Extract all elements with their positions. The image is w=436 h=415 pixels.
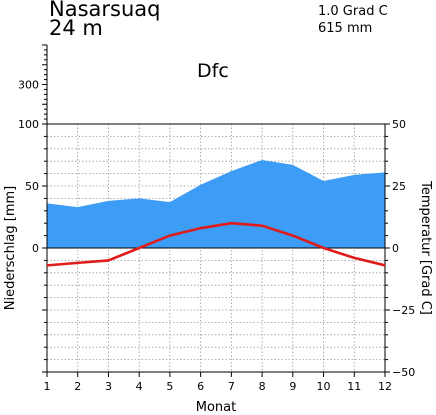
x-tick-label: 10: [317, 380, 331, 393]
mean-temperature: 1.0 Grad C: [318, 4, 388, 19]
x-tick-label: 3: [105, 380, 112, 393]
upper-tick-label: 300: [18, 79, 39, 92]
left-axis-title: Niederschlag [mm]: [3, 186, 18, 311]
x-tick-label: 1: [44, 380, 51, 393]
precipitation-area: [47, 159, 385, 248]
right-tick-label: −25: [392, 304, 415, 317]
left-tick-label: 50: [25, 180, 39, 193]
right-tick-label: 0: [392, 242, 399, 255]
right-tick-label: −50: [392, 366, 415, 379]
x-tick-label: 8: [259, 380, 266, 393]
station-name: Nasarsuaq: [49, 0, 161, 21]
right-tick-label: 50: [392, 118, 406, 131]
x-tick-label: 7: [228, 380, 235, 393]
x-tick-label: 2: [74, 380, 81, 393]
station-elevation: 24 m: [49, 16, 103, 40]
right-tick-label: 25: [392, 180, 406, 193]
right-axis-title: Temperatur [Grad C]: [418, 180, 433, 315]
x-tick-label: 5: [166, 380, 173, 393]
x-tick-label: 9: [289, 380, 296, 393]
left-tick-label: 100: [18, 118, 39, 131]
annual-precipitation: 615 mm: [318, 21, 373, 36]
left-tick-label: 0: [32, 242, 39, 255]
x-tick-label: 6: [197, 380, 204, 393]
temperature-line: [46, 221, 386, 267]
x-axis-title: Monat: [196, 400, 236, 415]
axes-layer: [42, 44, 390, 377]
climate-classification: Dfc: [197, 60, 229, 82]
x-tick-label: 4: [136, 380, 143, 393]
x-tick-label: 11: [347, 380, 361, 393]
precipitation-layer: [47, 159, 385, 248]
temperature-layer: [46, 221, 386, 267]
x-tick-label: 12: [378, 380, 392, 393]
